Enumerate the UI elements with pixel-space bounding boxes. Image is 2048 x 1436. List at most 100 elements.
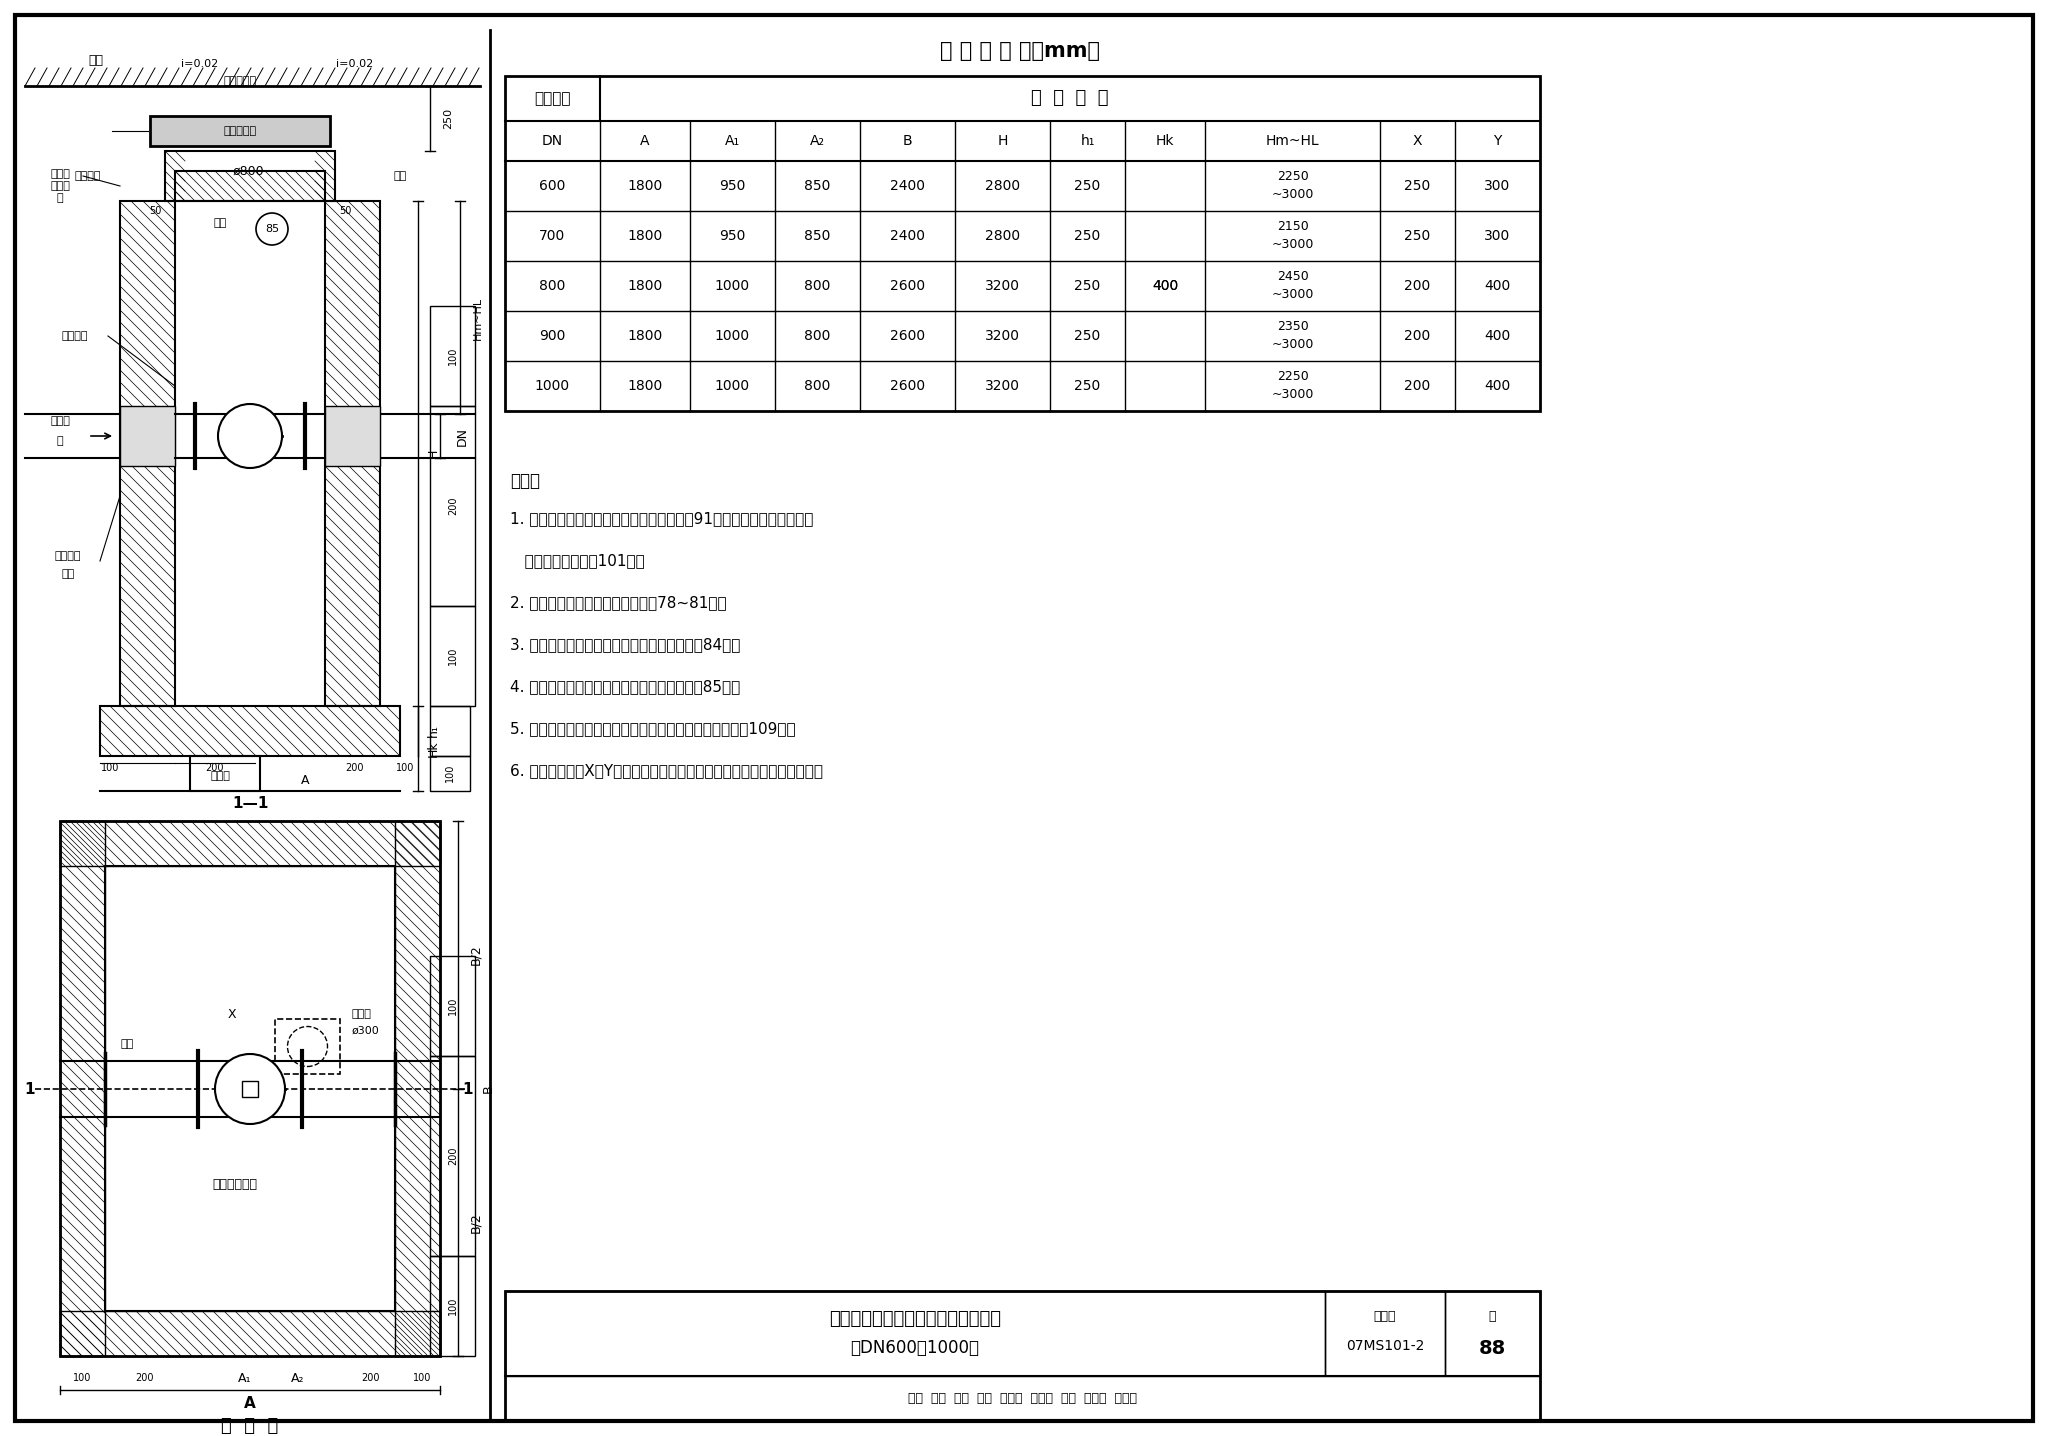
Text: 扶面: 扶面 — [393, 171, 408, 181]
Bar — [59, 1311, 440, 1356]
Bar — [430, 406, 475, 606]
Text: ~3000: ~3000 — [1272, 238, 1313, 251]
Text: 1800: 1800 — [627, 279, 664, 293]
Bar — [100, 707, 399, 755]
Text: 集水坑: 集水坑 — [211, 771, 229, 781]
Text: 2600: 2600 — [891, 379, 926, 393]
Text: A: A — [301, 774, 309, 787]
Text: 1800: 1800 — [627, 329, 664, 343]
Text: Hm~HL: Hm~HL — [473, 297, 483, 340]
Text: 2. 钢筋混凝土预制井圈见本图集第78~81页。: 2. 钢筋混凝土预制井圈见本图集第78~81页。 — [510, 596, 727, 610]
Text: 布置图见本图集第101页。: 布置图见本图集第101页。 — [510, 553, 645, 569]
Text: B: B — [481, 1084, 494, 1093]
Bar — [150, 116, 330, 146]
Text: H: H — [426, 449, 440, 458]
Text: ~3000: ~3000 — [1272, 339, 1313, 352]
Text: 200: 200 — [449, 1147, 459, 1165]
Bar — [395, 821, 440, 1356]
Text: B/2: B/2 — [469, 1212, 483, 1234]
Text: 250: 250 — [1075, 379, 1100, 393]
Text: 100: 100 — [74, 1373, 92, 1383]
Text: 2800: 2800 — [985, 180, 1020, 192]
Text: 800: 800 — [805, 329, 831, 343]
Text: ~3000: ~3000 — [1272, 188, 1313, 201]
Text: 850: 850 — [805, 180, 831, 192]
Text: 200: 200 — [1405, 379, 1432, 393]
Text: 防水套管: 防水套管 — [55, 551, 82, 561]
Text: 800: 800 — [539, 279, 565, 293]
Text: 800: 800 — [805, 379, 831, 393]
Text: i=0.02: i=0.02 — [182, 59, 219, 69]
Text: 85: 85 — [264, 224, 279, 234]
Text: 100: 100 — [100, 763, 119, 773]
Text: 1000: 1000 — [715, 279, 750, 293]
Text: 踏步: 踏步 — [213, 218, 227, 228]
Text: 100: 100 — [449, 646, 459, 665]
Text: 3. 管道穿井壁预埋防水套管尺寸表见本图集第84页。: 3. 管道穿井壁预埋防水套管尺寸表见本图集第84页。 — [510, 638, 741, 652]
Text: 400: 400 — [1151, 279, 1178, 293]
Bar — [430, 755, 469, 791]
Text: 250: 250 — [1075, 279, 1100, 293]
Bar — [59, 821, 440, 866]
Text: 250: 250 — [442, 108, 453, 129]
Text: 3200: 3200 — [985, 379, 1020, 393]
Text: 50: 50 — [150, 205, 162, 215]
Text: 950: 950 — [719, 180, 745, 192]
Text: 1800: 1800 — [627, 228, 664, 243]
Text: 850: 850 — [805, 228, 831, 243]
Text: 预制井圈: 预制井圈 — [74, 171, 100, 181]
Bar — [174, 171, 326, 201]
Text: 200: 200 — [449, 497, 459, 516]
Text: 2350: 2350 — [1276, 320, 1309, 333]
Text: 800: 800 — [805, 279, 831, 293]
Bar — [506, 76, 1540, 411]
Text: 水流方: 水流方 — [49, 416, 70, 426]
Text: 集水坑: 集水坑 — [352, 1010, 373, 1020]
Text: 250: 250 — [1405, 228, 1432, 243]
Text: 向: 向 — [57, 437, 63, 447]
Text: 说明：: 说明： — [510, 472, 541, 490]
Text: 100: 100 — [414, 1373, 432, 1383]
Text: 图集号: 图集号 — [1374, 1310, 1397, 1323]
Text: 6. 各部尺寸表中X、Y值仅供参考，施工中应根据实际操作阀位置做调整。: 6. 各部尺寸表中X、Y值仅供参考，施工中应根据实际操作阀位置做调整。 — [510, 764, 823, 778]
Text: 1800: 1800 — [627, 379, 664, 393]
Bar — [506, 1291, 1325, 1376]
Text: 950: 950 — [719, 228, 745, 243]
Text: 审核  曹激  水淡  校对  马连魁  心远勉  设计  姚光石  姚多名: 审核 曹激 水淡 校对 马连魁 心远勉 设计 姚光石 姚多名 — [907, 1393, 1137, 1406]
Text: 100: 100 — [395, 763, 414, 773]
Text: 2600: 2600 — [891, 279, 926, 293]
Text: A₂: A₂ — [291, 1371, 305, 1384]
Text: 螺阀直径: 螺阀直径 — [535, 90, 571, 106]
Text: 07MS101-2: 07MS101-2 — [1346, 1338, 1423, 1353]
Text: 400: 400 — [1485, 379, 1511, 393]
Text: ø800: ø800 — [231, 165, 264, 178]
Bar — [121, 406, 174, 467]
Bar — [166, 151, 336, 201]
Text: Y: Y — [1493, 134, 1501, 148]
Text: 井盖及支座: 井盖及支座 — [223, 76, 256, 86]
Text: 700: 700 — [539, 228, 565, 243]
Text: 200: 200 — [1405, 279, 1432, 293]
Bar — [430, 956, 475, 1055]
Text: DN: DN — [543, 134, 563, 148]
Bar — [1446, 1291, 1540, 1376]
Text: 1—1: 1—1 — [231, 796, 268, 810]
Text: 400: 400 — [1151, 279, 1178, 293]
Bar — [430, 1055, 475, 1256]
Text: 2400: 2400 — [891, 180, 926, 192]
Bar — [430, 1256, 475, 1356]
Text: 50: 50 — [338, 205, 350, 215]
Bar — [274, 1020, 340, 1074]
Bar — [430, 606, 475, 707]
Text: 2400: 2400 — [891, 228, 926, 243]
Text: ø300: ø300 — [352, 1025, 379, 1035]
Text: 88: 88 — [1479, 1338, 1505, 1357]
Text: A: A — [244, 1396, 256, 1410]
Text: X: X — [1413, 134, 1421, 148]
Text: 400: 400 — [1485, 329, 1511, 343]
Text: 1000: 1000 — [715, 329, 750, 343]
Text: 100: 100 — [444, 764, 455, 783]
Text: 伸缩接头: 伸缩接头 — [61, 332, 88, 340]
Text: 2250: 2250 — [1276, 370, 1309, 383]
Bar — [506, 1291, 1540, 1422]
